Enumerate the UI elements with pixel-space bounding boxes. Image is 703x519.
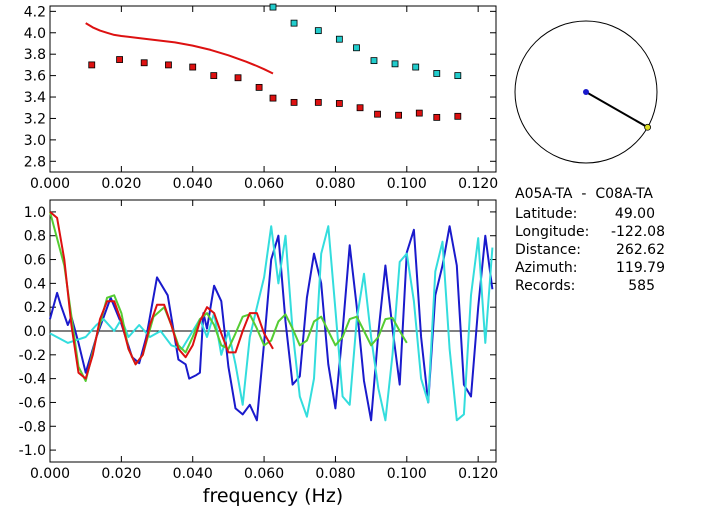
x-tick-label: 0.060	[244, 466, 284, 482]
info-value: -122.08	[611, 224, 665, 240]
azimuth-circle	[514, 20, 658, 164]
x-axis-label: frequency (Hz)	[203, 485, 343, 507]
data-point	[391, 60, 399, 68]
data-point	[116, 56, 123, 63]
data-point	[415, 109, 423, 117]
data-point	[140, 59, 148, 67]
info-row-longitude: Longitude: -122.08	[515, 224, 665, 240]
y-tick-label: 3.6	[24, 69, 46, 85]
data-point	[370, 57, 378, 65]
data-point	[269, 3, 277, 11]
x-tick-label: 0.040	[173, 176, 213, 192]
data-point	[374, 110, 381, 118]
data-point	[290, 98, 298, 106]
info-value: 119.79	[616, 260, 665, 276]
data-point	[454, 112, 462, 120]
data-point	[335, 100, 343, 107]
x-tick-label: 0.040	[173, 466, 213, 482]
y-tick-label: 0.6	[24, 253, 46, 269]
y-tick-label: 2.8	[24, 154, 46, 170]
y-tick-label: -0.6	[19, 395, 46, 411]
y-tick-label: -0.4	[19, 372, 46, 388]
y-tick-label: 3.8	[24, 47, 46, 63]
data-point	[412, 63, 420, 71]
data-point	[353, 44, 360, 52]
velocity-panel: 0.000 0.020 0.040 0.060 0.080 0.100 0.120 2.8 3.…	[24, 3, 498, 192]
x-tick-label: 0.080	[315, 176, 355, 192]
data-point	[356, 104, 364, 112]
info-label: Records:	[515, 278, 575, 294]
info-label: Longitude:	[515, 224, 589, 240]
info-value: 262.62	[616, 242, 665, 258]
x-tick-label: 0.000	[30, 466, 70, 482]
data-point	[314, 98, 322, 106]
data-point	[433, 70, 441, 77]
data-point	[314, 27, 322, 35]
data-point	[454, 72, 462, 80]
y-tick-label: 3.0	[24, 133, 46, 149]
x-tick-label: 0.020	[101, 466, 141, 482]
x-tick-label: 0.080	[315, 466, 355, 482]
x-tick-label: 0.120	[458, 176, 498, 192]
x-tick-label: 0.000	[30, 176, 70, 192]
station-pair: A05A-TA - C08A-TA	[515, 186, 653, 202]
data-point	[433, 113, 441, 121]
y-tick-label: 0.0	[24, 324, 46, 340]
x-tick-label: 0.020	[101, 176, 141, 192]
y-tick-label: 4.0	[24, 26, 46, 42]
station-end-dot	[644, 123, 652, 131]
info-row-records: Records: 585	[515, 278, 655, 294]
y-tick-label: 3.4	[24, 90, 46, 106]
marker-series	[88, 56, 462, 121]
station-info: A05A-TA - C08A-TA Latitude: 49.00 Longit…	[515, 186, 665, 294]
info-value: 585	[628, 278, 655, 294]
data-point	[88, 61, 96, 69]
data-point	[210, 72, 218, 80]
y-tick-label: 3.2	[24, 111, 46, 127]
coherence-axis-ticks: 0.000 0.020 0.040 0.060 0.080 0.100 0.120 1.0 0.…	[19, 200, 498, 482]
data-point	[165, 61, 172, 69]
data-point	[290, 19, 298, 27]
x-tick-label: 0.120	[458, 466, 498, 482]
info-value: 49.00	[615, 206, 655, 222]
info-row-azimuth: Azimuth: 119.79	[515, 260, 665, 276]
coherence-series	[49, 211, 494, 422]
info-label: Latitude:	[515, 206, 577, 222]
x-tick-label: 0.060	[244, 176, 284, 192]
y-tick-label: 0.4	[24, 276, 46, 292]
velocity-series	[85, 3, 462, 121]
y-tick-label: 1.0	[24, 205, 46, 221]
data-point	[189, 63, 197, 71]
y-tick-label: -1.0	[19, 443, 46, 459]
series-line	[49, 225, 494, 422]
coherence-panel: 0.000 0.020 0.040 0.060 0.080 0.100 0.120 1.0 0.…	[19, 199, 498, 507]
y-tick-label: -0.2	[19, 348, 46, 364]
info-label: Azimuth:	[515, 260, 577, 276]
info-row-distance: Distance: 262.62	[515, 242, 665, 258]
data-point	[335, 35, 343, 43]
marker-series	[269, 3, 462, 80]
data-point	[255, 83, 263, 91]
info-row-latitude: Latitude: 49.00	[515, 206, 655, 222]
series-line	[49, 225, 494, 422]
x-tick-label: 0.100	[387, 466, 427, 482]
station-center-dot	[583, 89, 589, 95]
info-label: Distance:	[515, 242, 581, 258]
y-tick-label: -0.8	[19, 419, 46, 435]
azimuth-pointer	[585, 91, 649, 129]
velocity-axis-ticks: 0.000 0.020 0.040 0.060 0.080 0.100 0.120 2.8 3.…	[24, 4, 498, 192]
series-line	[85, 22, 274, 75]
x-tick-label: 0.100	[387, 176, 427, 192]
data-point	[395, 111, 402, 119]
data-point	[234, 74, 242, 82]
y-tick-label: 4.2	[24, 4, 46, 20]
series-line	[49, 211, 274, 380]
velocity-plot-frame	[49, 5, 497, 173]
y-tick-label: 0.2	[24, 300, 46, 316]
azimuth-dial	[514, 20, 658, 164]
data-point	[269, 94, 277, 102]
y-tick-label: 0.8	[24, 229, 46, 245]
